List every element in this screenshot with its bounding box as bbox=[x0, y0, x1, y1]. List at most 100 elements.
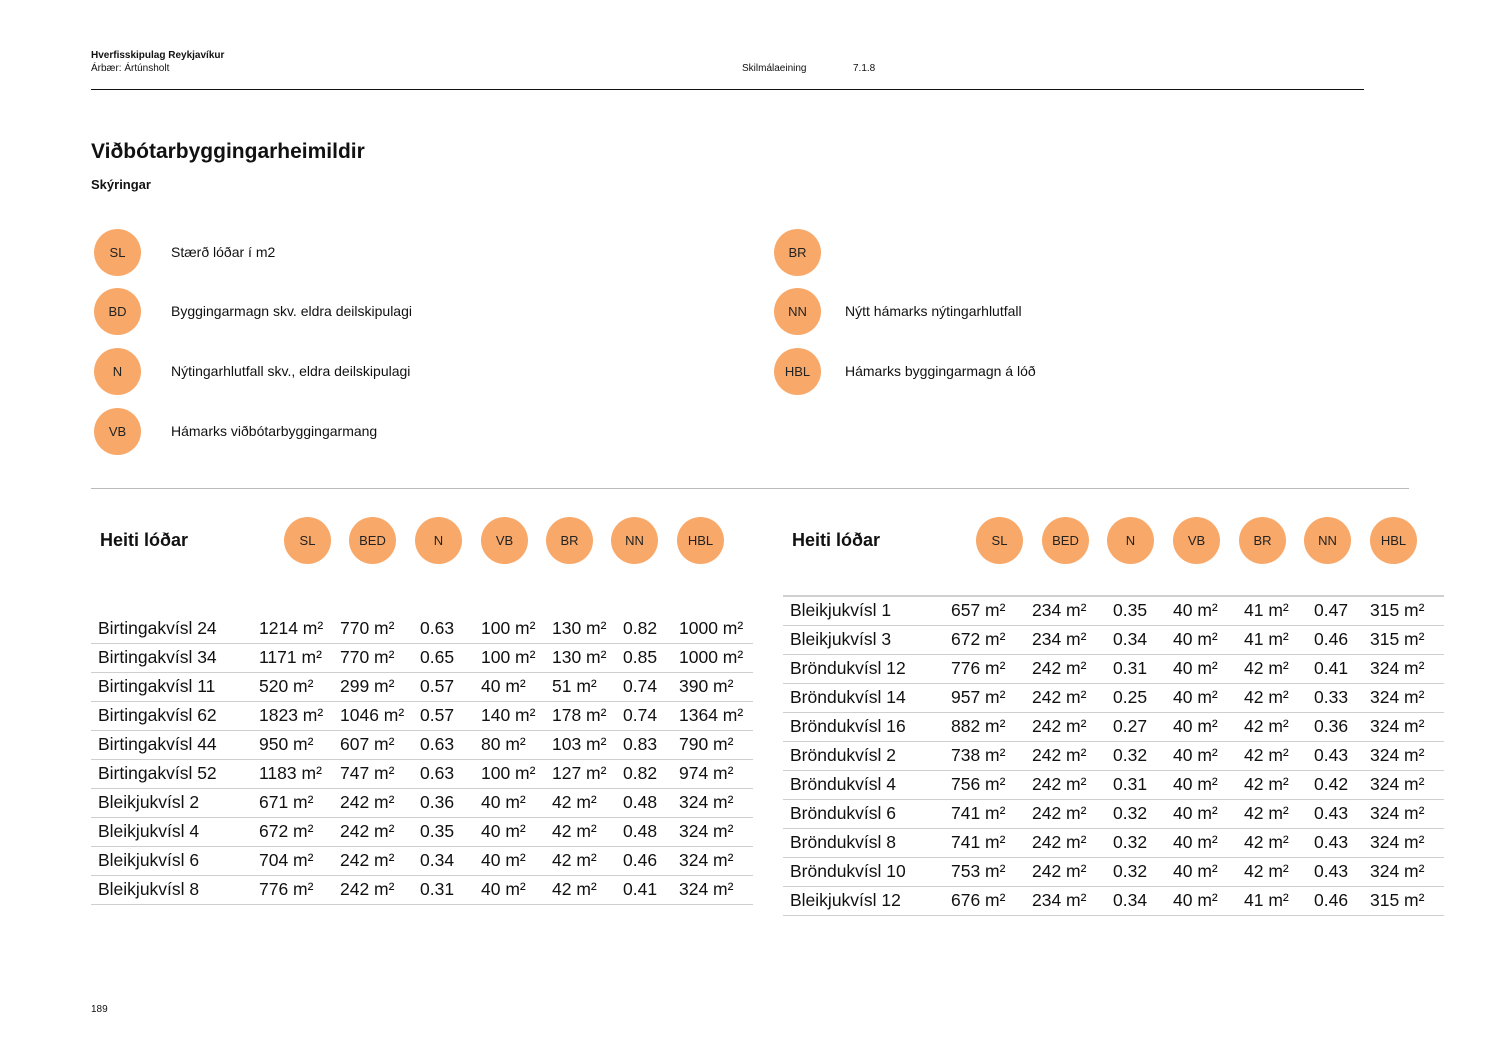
legend-text: Nýtingarhlutfall skv., eldra deilskipula… bbox=[171, 363, 411, 379]
cell-n: 0.31 bbox=[1113, 658, 1148, 678]
legend-badge-n: N bbox=[94, 348, 141, 395]
cell-bed: 770 m² bbox=[340, 647, 395, 667]
column-header-name: Heiti lóðar bbox=[100, 530, 189, 550]
cell-nn: 0.47 bbox=[1314, 600, 1349, 620]
cell-sl: 753 m² bbox=[951, 861, 1006, 881]
cell-nn: 0.43 bbox=[1314, 803, 1349, 823]
cell-n: 0.57 bbox=[420, 705, 455, 725]
table-row: Birtingakvísl 62 1823 m² 1046 m² 0.57 140 m²… bbox=[91, 701, 753, 731]
cell-sl: 1171 m² bbox=[259, 647, 322, 667]
legend-badge-br: BR bbox=[774, 229, 821, 276]
cell-hbl: 790 m² bbox=[679, 734, 734, 754]
cell-bed: 242 m² bbox=[1032, 745, 1087, 765]
cell-nn: 0.82 bbox=[623, 618, 658, 638]
cell-n: 0.34 bbox=[420, 850, 455, 870]
cell-br: 41 m² bbox=[1244, 890, 1289, 910]
column-header-n: N bbox=[415, 517, 462, 564]
cell-bed: 770 m² bbox=[340, 618, 395, 638]
column-header-hbl: HBL bbox=[677, 517, 724, 564]
cell-nn: 0.43 bbox=[1314, 832, 1349, 852]
cell-hbl: 324 m² bbox=[1370, 658, 1425, 678]
table-row: Bleikjukvísl 3 672 m² 234 m² 0.34 40 m² 41 m²… bbox=[783, 625, 1444, 655]
cell-n: 0.31 bbox=[1113, 774, 1148, 794]
table-row: Birtingakvísl 52 1183 m² 747 m² 0.63 100 m² 1… bbox=[91, 759, 753, 789]
cell-bed: 242 m² bbox=[1032, 861, 1087, 881]
lot-name: Bleikjukvísl 3 bbox=[790, 629, 892, 649]
cell-vb: 40 m² bbox=[1173, 658, 1218, 678]
cell-bed: 242 m² bbox=[1032, 658, 1087, 678]
lot-name: Bröndukvísl 2 bbox=[790, 745, 897, 765]
table-row: Bleikjukvísl 8 776 m² 242 m² 0.31 40 m² 42 m²… bbox=[91, 875, 753, 905]
cell-sl: 756 m² bbox=[951, 774, 1006, 794]
cell-n: 0.35 bbox=[420, 821, 455, 841]
cell-sl: 676 m² bbox=[951, 890, 1006, 910]
cell-sl: 520 m² bbox=[259, 676, 314, 696]
cell-nn: 0.82 bbox=[623, 763, 658, 783]
cell-bed: 234 m² bbox=[1032, 890, 1087, 910]
cell-vb: 40 m² bbox=[481, 879, 526, 899]
cell-sl: 1823 m² bbox=[259, 705, 324, 725]
lot-name: Birtingakvísl 44 bbox=[98, 734, 217, 754]
legend-badge-nn: NN bbox=[774, 288, 821, 335]
cell-sl: 741 m² bbox=[951, 803, 1006, 823]
cell-hbl: 315 m² bbox=[1370, 629, 1425, 649]
cell-vb: 40 m² bbox=[1173, 803, 1218, 823]
cell-hbl: 315 m² bbox=[1370, 890, 1425, 910]
cell-br: 42 m² bbox=[1244, 832, 1289, 852]
cell-br: 42 m² bbox=[1244, 861, 1289, 881]
cell-sl: 672 m² bbox=[259, 821, 314, 841]
lot-name: Bleikjukvísl 8 bbox=[98, 879, 200, 899]
lot-name: Bleikjukvísl 2 bbox=[98, 792, 200, 812]
cell-vb: 100 m² bbox=[481, 618, 536, 638]
cell-nn: 0.46 bbox=[1314, 890, 1349, 910]
lot-name: Bröndukvísl 14 bbox=[790, 687, 906, 707]
cell-vb: 40 m² bbox=[481, 792, 526, 812]
legend-badge-hbl: HBL bbox=[774, 348, 821, 395]
lot-name: Bröndukvísl 4 bbox=[790, 774, 897, 794]
table-row: Bleikjukvísl 6 704 m² 242 m² 0.34 40 m² 42 m²… bbox=[91, 846, 753, 876]
cell-nn: 0.36 bbox=[1314, 716, 1349, 736]
lot-name: Bröndukvísl 6 bbox=[790, 803, 897, 823]
table-row: Bröndukvísl 10 753 m² 242 m² 0.32 40 m² 42 m²… bbox=[783, 857, 1444, 887]
cell-bed: 234 m² bbox=[1032, 629, 1087, 649]
legend-text: Hámarks byggingarmagn á lóð bbox=[845, 363, 1036, 379]
cell-hbl: 1364 m² bbox=[679, 705, 744, 725]
lot-name: Bröndukvísl 12 bbox=[790, 658, 906, 678]
cell-br: 42 m² bbox=[1244, 658, 1289, 678]
cell-hbl: 324 m² bbox=[1370, 774, 1425, 794]
cell-nn: 0.48 bbox=[623, 792, 658, 812]
lot-name: Bleikjukvísl 6 bbox=[98, 850, 200, 870]
table-row: Bröndukvísl 16 882 m² 242 m² 0.27 40 m² 42 m²… bbox=[783, 712, 1444, 742]
cell-vb: 40 m² bbox=[481, 850, 526, 870]
cell-nn: 0.43 bbox=[1314, 861, 1349, 881]
table-row: Bleikjukvísl 4 672 m² 242 m² 0.35 40 m² 42 m²… bbox=[91, 817, 753, 847]
cell-bed: 234 m² bbox=[1032, 600, 1087, 620]
table-row: Birtingakvísl 34 1171 m² 770 m² 0.65 100 m² 1… bbox=[91, 643, 753, 673]
cell-vb: 40 m² bbox=[1173, 774, 1218, 794]
cell-sl: 776 m² bbox=[951, 658, 1006, 678]
cell-hbl: 324 m² bbox=[1370, 803, 1425, 823]
column-header-br: BR bbox=[1239, 517, 1286, 564]
cell-n: 0.35 bbox=[1113, 600, 1148, 620]
lot-name: Birtingakvísl 52 bbox=[98, 763, 217, 783]
cell-n: 0.32 bbox=[1113, 861, 1148, 881]
column-header-n: N bbox=[1107, 517, 1154, 564]
cell-hbl: 324 m² bbox=[1370, 716, 1425, 736]
cell-vb: 40 m² bbox=[1173, 890, 1218, 910]
cell-bed: 242 m² bbox=[340, 821, 395, 841]
table-row: Bleikjukvísl 2 671 m² 242 m² 0.36 40 m² 42 m²… bbox=[91, 788, 753, 818]
cell-n: 0.32 bbox=[1113, 832, 1148, 852]
table-row: Birtingakvísl 11 520 m² 299 m² 0.57 40 m² 51 … bbox=[91, 672, 753, 702]
cell-sl: 1183 m² bbox=[259, 763, 322, 783]
cell-n: 0.34 bbox=[1113, 629, 1148, 649]
cell-br: 42 m² bbox=[552, 792, 597, 812]
cell-vb: 40 m² bbox=[1173, 745, 1218, 765]
cell-hbl: 324 m² bbox=[679, 879, 734, 899]
cell-bed: 242 m² bbox=[340, 879, 395, 899]
cell-nn: 0.46 bbox=[623, 850, 658, 870]
cell-br: 130 m² bbox=[552, 618, 607, 638]
cell-n: 0.63 bbox=[420, 763, 455, 783]
table-row: Bleikjukvísl 1 657 m² 234 m² 0.35 40 m² 41 m²… bbox=[783, 596, 1444, 626]
lot-name: Birtingakvísl 24 bbox=[98, 618, 217, 638]
